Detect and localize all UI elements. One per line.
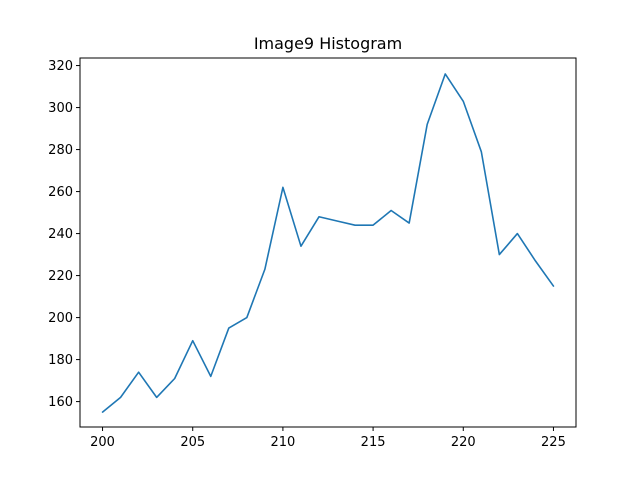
y-tick-label: 180 bbox=[48, 353, 73, 368]
plot-area bbox=[79, 57, 577, 428]
y-tick-label: 220 bbox=[48, 269, 73, 284]
series-line bbox=[101, 73, 555, 413]
y-tick-label: 160 bbox=[48, 395, 73, 410]
y-tick-label: 240 bbox=[48, 227, 73, 242]
data-point bbox=[174, 378, 176, 380]
y-axis: 160 180 200 220 240 260 280 300 320 bbox=[48, 59, 80, 410]
data-point bbox=[553, 285, 555, 287]
y-tick-label: 320 bbox=[48, 59, 73, 74]
data-point bbox=[102, 411, 104, 413]
data-point bbox=[462, 100, 464, 102]
x-tick-label: 225 bbox=[541, 435, 566, 450]
chart-title: Image9 Histogram bbox=[254, 34, 402, 53]
data-point bbox=[138, 371, 140, 373]
x-tick-label: 205 bbox=[180, 435, 205, 450]
data-point bbox=[264, 268, 266, 270]
data-point bbox=[156, 397, 158, 399]
data-point bbox=[336, 220, 338, 222]
data-point bbox=[499, 254, 501, 256]
data-point bbox=[246, 317, 248, 319]
data-point bbox=[408, 222, 410, 224]
data-point bbox=[481, 151, 483, 153]
series-layer bbox=[101, 73, 555, 413]
axes-frame bbox=[79, 57, 577, 428]
y-tick-label: 300 bbox=[48, 101, 73, 116]
data-point bbox=[372, 224, 374, 226]
y-tick-label: 280 bbox=[48, 143, 73, 158]
data-point bbox=[318, 216, 320, 218]
data-point bbox=[282, 187, 284, 189]
x-tick-label: 200 bbox=[90, 435, 115, 450]
data-point bbox=[444, 73, 446, 75]
data-point bbox=[426, 124, 428, 126]
x-tick-label: 210 bbox=[270, 435, 295, 450]
data-point bbox=[192, 340, 194, 342]
data-point bbox=[390, 210, 392, 212]
data-point bbox=[535, 260, 537, 262]
x-axis: 200 205 210 215 220 225 bbox=[90, 427, 566, 450]
data-point bbox=[300, 245, 302, 247]
data-point bbox=[517, 233, 519, 235]
x-tick-label: 215 bbox=[361, 435, 386, 450]
data-point bbox=[210, 376, 212, 378]
data-point bbox=[354, 224, 356, 226]
y-tick-label: 200 bbox=[48, 311, 73, 326]
data-point bbox=[120, 397, 122, 399]
data-point bbox=[228, 327, 230, 329]
y-tick-label: 260 bbox=[48, 185, 73, 200]
x-tick-label: 220 bbox=[451, 435, 476, 450]
